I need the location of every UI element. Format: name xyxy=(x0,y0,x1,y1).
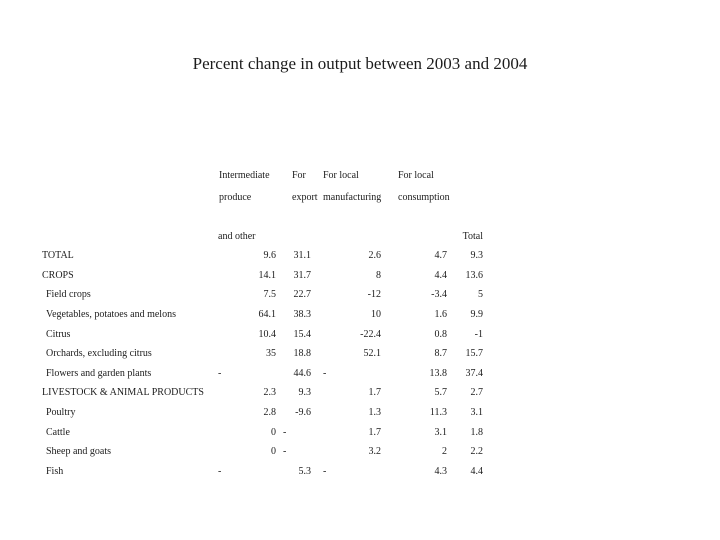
table-cell-value: 9.6 xyxy=(263,250,277,261)
table-cell-dash: - xyxy=(323,466,327,478)
slide-title: Percent change in output between 2003 an… xyxy=(192,54,528,73)
table-cell-value: 0.8 xyxy=(434,328,448,340)
col-header-total: Total xyxy=(462,231,483,242)
table-cell-value: -9.6 xyxy=(295,407,311,419)
table-cell-value: 5.7 xyxy=(434,387,448,399)
table-cell-value: 2 xyxy=(442,446,447,458)
table-row: Orchards, excluding citrus 35 18.8 52.1 8.7 1… xyxy=(0,348,720,368)
table-cell-value: 1.6 xyxy=(434,308,448,320)
table-cell-value: 13.8 xyxy=(429,367,448,379)
table-cell-value: 37.4 xyxy=(465,367,484,379)
col-header-export-line2: export xyxy=(292,192,318,203)
table-cell-value: 52.1 xyxy=(363,348,382,360)
table-row: Fish -5.3-4.3 4.4 xyxy=(0,466,720,486)
row-label: Cattle xyxy=(46,426,70,438)
table-cell-value: 11.3 xyxy=(429,407,447,419)
table-row: TOTAL 9.6 31.1 2.6 4.7 9.3 xyxy=(0,250,720,270)
table-row: Citrus 10.4 15.4 -22.4 0.8 -1 xyxy=(0,329,720,349)
table-cell-value: 31.1 xyxy=(293,250,312,261)
table-cell-value: 2.8 xyxy=(263,407,277,419)
table-cell-value: 10.4 xyxy=(258,328,277,340)
table-cell-value: 8 xyxy=(376,269,381,281)
table-cell-value: 15.7 xyxy=(465,348,484,360)
table-cell-value: 64.1 xyxy=(258,308,277,320)
table-cell-value: 4.7 xyxy=(434,250,448,261)
row-label: Fish xyxy=(46,466,64,478)
table-cell-value: 15.4 xyxy=(293,328,312,340)
row-label: Citrus xyxy=(46,328,71,340)
table-cell-value: 10 xyxy=(371,308,381,320)
table-cell-value: 9.3 xyxy=(298,387,312,399)
col-header-export-line1: For xyxy=(292,170,306,181)
row-label: Flowers and garden plants xyxy=(46,367,152,379)
table-cell-value: 35 xyxy=(266,348,276,360)
row-label: Vegetables, potatoes and melons xyxy=(46,308,176,320)
table-cell-value: 4.4 xyxy=(434,269,448,281)
table-row: Flowers and garden plants -44.6-13.8 37.4 xyxy=(0,368,720,388)
table-cell-value: 1.3 xyxy=(368,407,382,419)
table-row: Field crops 7.5 22.7 -12 -3.4 5 xyxy=(0,289,720,309)
table-cell-dash: - xyxy=(283,426,287,438)
row-label: Orchards, excluding citrus xyxy=(46,348,152,360)
table-row: Vegetables, potatoes and melons 64.1 38.3 1… xyxy=(0,309,720,329)
table-cell-value: 5.3 xyxy=(298,466,312,478)
table-cell-value: 7.5 xyxy=(263,289,277,301)
table-row: Poultry 2.8 -9.6 1.3 11.3 3.1 xyxy=(0,407,720,427)
table-cell-value: 0 xyxy=(271,426,276,438)
table-cell-value: 38.3 xyxy=(293,308,312,320)
table-cell-value: 4.3 xyxy=(434,466,448,478)
col-header-produce: produce xyxy=(219,192,252,203)
table-cell-value: 13.6 xyxy=(465,269,484,281)
table-cell-value: 9.3 xyxy=(470,250,484,261)
table-cell-dash: - xyxy=(283,446,287,458)
table-cell-value: -22.4 xyxy=(360,328,381,340)
table-cell-value: 9.9 xyxy=(470,308,484,320)
col-header-consumption-line2: consumption xyxy=(398,192,450,203)
table-cell-value: 2.2 xyxy=(470,446,484,458)
table-cell-value: 1.7 xyxy=(368,387,382,399)
table-cell-value: 2.3 xyxy=(263,387,277,399)
col-header-manufacturing-line2: manufacturing xyxy=(323,192,382,203)
table-cell-value: 1.8 xyxy=(470,426,484,438)
table-row: CROPS 14.1 31.7 8 4.4 13.6 xyxy=(0,270,720,290)
row-label: Poultry xyxy=(46,407,76,419)
table-cell-value: -1 xyxy=(474,328,483,340)
table-row: Sheep and goats 0- 3.2 2 2.2 xyxy=(0,446,720,466)
table-cell-value: 31.7 xyxy=(293,269,312,281)
table-cell-value: 3.1 xyxy=(434,426,448,438)
table-cell-value: 2.7 xyxy=(470,387,484,399)
row-label: Field crops xyxy=(46,289,91,301)
col-header-consumption-line1: For local xyxy=(398,170,434,181)
table-cell-value: 1.7 xyxy=(368,426,382,438)
table-cell-value: 3.2 xyxy=(368,446,382,458)
table-cell-value: 4.4 xyxy=(470,466,484,478)
table-cell-value: 18.8 xyxy=(293,348,312,360)
col-header-manufacturing-line1: For local xyxy=(323,170,359,181)
table-cell-value: -12 xyxy=(367,289,381,301)
table-cell-dash: - xyxy=(218,367,222,379)
table-cell-value: 14.1 xyxy=(258,269,277,281)
col-header-intermediate: Intermediate xyxy=(219,170,270,181)
table-row: Cattle 0- 1.7 3.1 1.8 xyxy=(0,427,720,447)
table-cell-value: 5 xyxy=(478,289,483,301)
table-cell-value: -3.4 xyxy=(431,289,447,301)
table-row: LIVESTOCK & ANIMAL PRODUCTS 2.3 9.3 1.7 5.7 2… xyxy=(0,387,720,407)
table-cell-dash: - xyxy=(323,367,327,379)
table-cell-value: 2.6 xyxy=(368,250,382,261)
table-cell-value: 0 xyxy=(271,446,276,458)
row-label: TOTAL xyxy=(42,250,74,261)
table-cell-value: 44.6 xyxy=(293,367,312,379)
table-cell-value: 22.7 xyxy=(293,289,312,301)
col-header-and-other: and other xyxy=(218,231,256,242)
row-label: LIVESTOCK & ANIMAL PRODUCTS xyxy=(42,387,204,399)
table-cell-value: 3.1 xyxy=(470,407,484,419)
row-label: CROPS xyxy=(42,269,74,281)
table-cell-value: 8.7 xyxy=(434,348,448,360)
table-cell-dash: - xyxy=(218,466,222,478)
row-label: Sheep and goats xyxy=(46,446,111,458)
